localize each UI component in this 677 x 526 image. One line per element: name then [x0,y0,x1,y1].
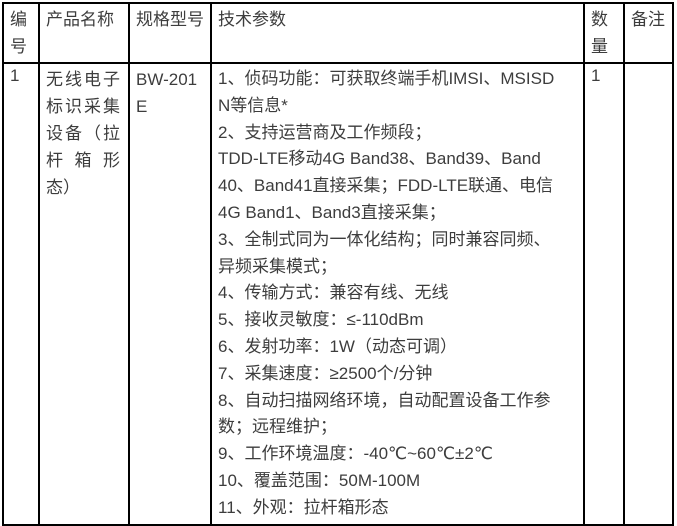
tech-param-line: 7、采集速度：≥2500个/分钟 [218,363,433,383]
header-quantity: 数量 [583,2,625,64]
tech-param-line: 5、接收灵敏度：≤-110dBm [218,310,424,330]
tech-param-line: 10、覆盖范围：50M-100M [218,470,421,490]
remarks-cell [623,62,674,526]
header-tech-params: 技术参数 [210,2,585,64]
quantity-cell: 1 [583,62,625,526]
tech-param-line: N等信息* [218,95,288,115]
tech-param-line: TDD-LTE移动4G Band38、Band39、Band [218,149,541,169]
tech-param-line: 1、侦码功能：可获取终端手机IMSI、MSISD [218,69,555,88]
tech-param-line: 异频采集模式； [218,256,337,276]
product-name-cell: 无线电子标识采集设备（拉杆箱形态） [38,62,130,526]
tech-param-line: 4、传输方式：兼容有线、无线 [218,283,449,303]
model-cell: BW-201E [128,62,212,526]
tech-param-line: 40、Band41直接采集；FDD-LTE联通、电信 [218,176,554,196]
header-serial-number: 编号 [2,2,40,64]
tech-param-line: 6、发射功率：1W（动态可调） [218,336,457,356]
tech-params-cell: 1、侦码功能：可获取终端手机IMSI、MSISD N等信息* 2、支持运营商及工作频… [210,62,585,526]
tech-param-line: 2、支持运营商及工作频段； [218,122,432,142]
tech-param-line: 4G Band1、Band3直接采集； [218,202,446,222]
product-name-text: 无线电子标识采集设备（拉杆箱形态） [46,70,120,197]
model-text: BW-201E [136,70,198,116]
tech-param-line: 8、自动扫描网络环境，自动配置设备工作参 [218,390,551,410]
tech-param-line: 9、工作环境温度：-40℃~60℃±2℃ [218,444,493,464]
serial-number-cell: 1 [2,62,40,526]
header-product-name: 产品名称 [38,2,130,64]
tech-param-line: 数；远程维护； [218,417,337,437]
header-model: 规格型号 [128,2,212,64]
table-row: 1 无线电子标识采集设备（拉杆箱形态） BW-201E 1、侦码功能：可获取终端… [2,62,674,526]
tech-param-line: 11、外观：拉杆箱形态 [218,497,389,517]
table-header-row: 编号 产品名称 规格型号 技术参数 数量 备注 [2,2,674,64]
tech-param-line: 3、全制式同为一体化结构；同时兼容同频、 [218,229,551,249]
header-remarks: 备注 [623,2,674,64]
